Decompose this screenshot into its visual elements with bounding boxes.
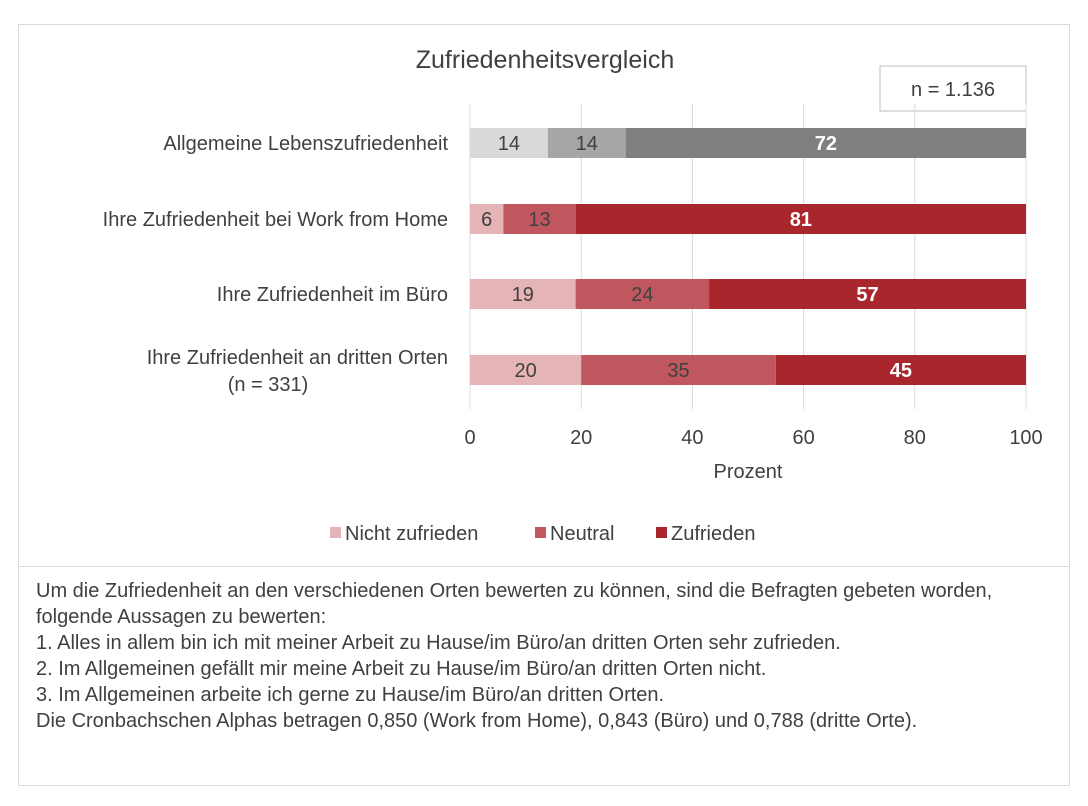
bar-segment bbox=[575, 279, 710, 309]
bar-segment bbox=[775, 355, 1026, 385]
note-line: 3. Im Allgemeinen arbeite ich gerne zu H… bbox=[36, 684, 665, 706]
data-label: 24 bbox=[631, 284, 653, 306]
x-tick-label: 60 bbox=[792, 427, 814, 449]
bar-segment bbox=[470, 128, 548, 158]
bar-segment bbox=[470, 204, 504, 234]
data-label: 14 bbox=[498, 133, 520, 155]
data-label: 81 bbox=[790, 209, 812, 231]
bar-segment bbox=[547, 128, 626, 158]
figure-frame bbox=[18, 24, 1070, 786]
data-label: 20 bbox=[514, 360, 536, 382]
category-label: Ihre Zufriedenheit an dritten Orten bbox=[147, 347, 448, 369]
bar-segment bbox=[625, 128, 1026, 158]
x-tick-label: 100 bbox=[1009, 427, 1042, 449]
x-tick-label: 20 bbox=[570, 427, 592, 449]
data-label: 45 bbox=[890, 360, 912, 382]
category-label: (n = 331) bbox=[228, 374, 309, 396]
bar-segment bbox=[575, 204, 1026, 234]
data-label: 6 bbox=[481, 209, 492, 231]
data-label: 35 bbox=[667, 360, 689, 382]
category-label: Ihre Zufriedenheit bei Work from Home bbox=[103, 209, 448, 231]
bar-segment bbox=[503, 204, 576, 234]
data-label: 72 bbox=[815, 133, 837, 155]
data-label: 14 bbox=[576, 133, 598, 155]
note-line: 1. Alles in allem bin ich mit meiner Arb… bbox=[36, 632, 841, 654]
category-label: Ihre Zufriedenheit im Büro bbox=[217, 284, 448, 306]
data-label: 57 bbox=[856, 284, 878, 306]
legend-label: Zufrieden bbox=[671, 523, 756, 545]
data-label: 19 bbox=[512, 284, 534, 306]
bar-segment bbox=[470, 279, 576, 309]
x-axis-title: Prozent bbox=[714, 461, 783, 483]
methodology-note: Um die Zufriedenheit an den verschiedene… bbox=[36, 578, 1046, 734]
sample-size-box bbox=[879, 65, 1027, 112]
sample-size-label: n = 1.136 bbox=[911, 79, 995, 101]
legend-swatch bbox=[535, 527, 546, 538]
category-label: Allgemeine Lebenszufriedenheit bbox=[163, 133, 448, 155]
note-line: Um die Zufriedenheit an den verschiedene… bbox=[36, 580, 993, 628]
x-tick-label: 80 bbox=[904, 427, 926, 449]
data-label: 13 bbox=[528, 209, 550, 231]
stacked-bar-chart: Zufriedenheitsvergleich n = 1.136 14 14 72… bbox=[103, 46, 1043, 545]
bar-segment bbox=[709, 279, 1026, 309]
x-tick-label: 0 bbox=[464, 427, 475, 449]
bar-segment bbox=[470, 355, 582, 385]
note-line: Die Cronbachschen Alphas betragen 0,850 … bbox=[36, 710, 918, 732]
legend-swatch bbox=[656, 527, 667, 538]
legend-swatch bbox=[330, 527, 341, 538]
figure-divider bbox=[18, 566, 1070, 567]
x-tick-label: 40 bbox=[681, 427, 703, 449]
bar-segment bbox=[581, 355, 776, 385]
note-line: 2. Im Allgemeinen gefällt mir meine Arbe… bbox=[36, 658, 767, 680]
chart-title: Zufriedenheitsvergleich bbox=[416, 46, 674, 74]
legend-label: Nicht zufrieden bbox=[345, 523, 478, 545]
legend-label: Neutral bbox=[550, 523, 614, 545]
